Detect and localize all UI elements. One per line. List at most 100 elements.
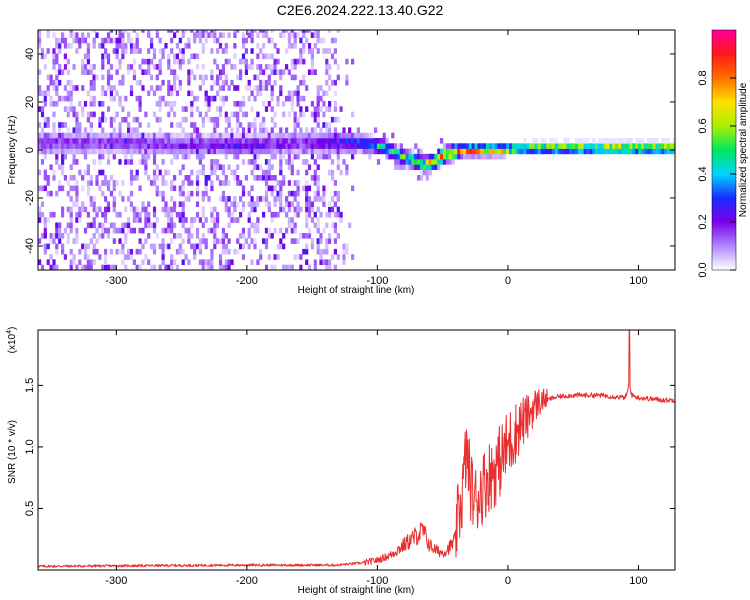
spectrogram-cell [69,175,73,181]
spectrogram-cell [592,138,596,144]
spectrogram-cell [305,148,309,155]
spectrogram-cell [259,79,263,86]
spectrogram-cell [138,248,142,255]
spectrogram-cell [81,37,85,44]
spectrogram-cell [161,95,165,102]
spectrogram-cell [523,138,527,144]
spectrogram-cell [101,127,105,133]
spectrogram-cell [307,138,312,144]
spectrogram-cell [98,101,102,107]
spectrogram-cell [540,138,544,144]
spectrogram-cell [127,37,131,44]
spectrogram-cell [316,143,320,149]
spectrogram-cell [273,227,277,234]
spectrogram-cell [210,32,214,38]
spectrogram-cell [336,164,340,170]
spectrogram-cell [218,264,223,270]
spectrogram-cell [313,143,317,149]
spectrogram-cell [526,148,530,155]
spectrogram-cell [293,211,297,218]
spectrogram-cell [129,159,134,165]
spectrogram-cell [302,138,306,144]
spectrogram-cell [290,95,294,102]
spectrogram-cell [170,217,174,223]
spectrogram-cell [210,69,214,75]
spectrogram-cell [43,116,47,123]
spectrogram-cell [115,43,119,49]
spectrogram-cell [244,238,248,244]
spectrogram-cell [241,127,246,133]
spectrogram-cell [164,132,168,139]
spectrogram-cell [270,30,274,33]
spectrogram-cell [468,148,472,155]
spectrogram-cell [218,69,223,75]
spectrogram-cell [290,138,294,144]
spectrogram-cell [397,153,401,160]
spectrogram-cell [127,148,131,155]
spectrogram-cell [511,143,515,149]
spectrogram-cell [129,153,134,160]
spectrogram-cell [155,74,159,81]
spectrogram-cell [221,143,225,149]
spectrogram-cell [259,30,263,33]
spectrogram-cell [250,138,254,144]
spectrogram-cell [307,264,312,270]
spectrogram-cell [328,101,332,107]
spectrogram-cell [38,32,42,38]
spectrogram-cell [167,222,171,229]
spectrogram-cell [345,138,349,144]
spectrogram-cell [250,58,254,65]
spectrogram-cell [141,143,145,149]
spectrogram-cell [132,43,136,49]
spectrogram-cell [239,132,243,139]
spectrogram-cell [118,79,122,86]
colorbar-scale [712,30,736,270]
spectrogram-cell [46,217,50,223]
spectrogram-cell [187,74,191,81]
spectrogram-cell [330,196,335,202]
spectrogram-cell [356,148,360,155]
spectrogram-cell [155,132,159,139]
spectrogram-cell [319,127,323,133]
spectrogram-cell [210,30,214,33]
spectrogram-cell [92,64,96,70]
spectrogram-cell [296,143,300,149]
spectrogram-cell [58,132,62,139]
spectrogram-cell [486,153,490,160]
spectrogram-cell [253,30,257,33]
spectrogram-cell [161,132,165,139]
spectrogram-cell [253,175,257,181]
spectrogram-cell [612,143,616,149]
spectrogram-cell [618,143,622,149]
spectrogram-cell [135,127,139,133]
spectrogram-cell [178,132,182,139]
spectrogram-cell [414,143,418,149]
spectrogram-cell [259,90,263,97]
spectrogram-cell [270,138,274,144]
spectrogram-cell [127,64,131,70]
spectrogram-cell [325,64,329,70]
spectrogram-cell [109,74,113,81]
spectrogram-cell [213,30,217,33]
spectrogram-cell [270,64,274,70]
spectrogram-cell [448,153,452,160]
spectrogram-cell [322,37,326,44]
spectrogram-cell [129,64,134,70]
spectrogram-cell [106,69,111,75]
spectrogram-cell [454,148,458,155]
spectrogram-cell [147,69,151,75]
spectrogram-cell [121,37,125,44]
spectrogram-cell [207,227,211,234]
spectrogram-cell [213,243,217,250]
spectrogram-cell [115,69,119,75]
spectrogram-cell [63,254,67,260]
spectrogram-cell [167,143,171,149]
spectrogram-cell [623,143,627,149]
spectrogram-cell [58,95,62,102]
spectrogram-cell [333,101,337,107]
spectrogram-cell [115,90,119,97]
spectrogram-cell [92,143,96,149]
spectrogram-cell [356,127,360,133]
spectrogram-cell [83,69,88,75]
spectrogram-cell [405,159,409,165]
